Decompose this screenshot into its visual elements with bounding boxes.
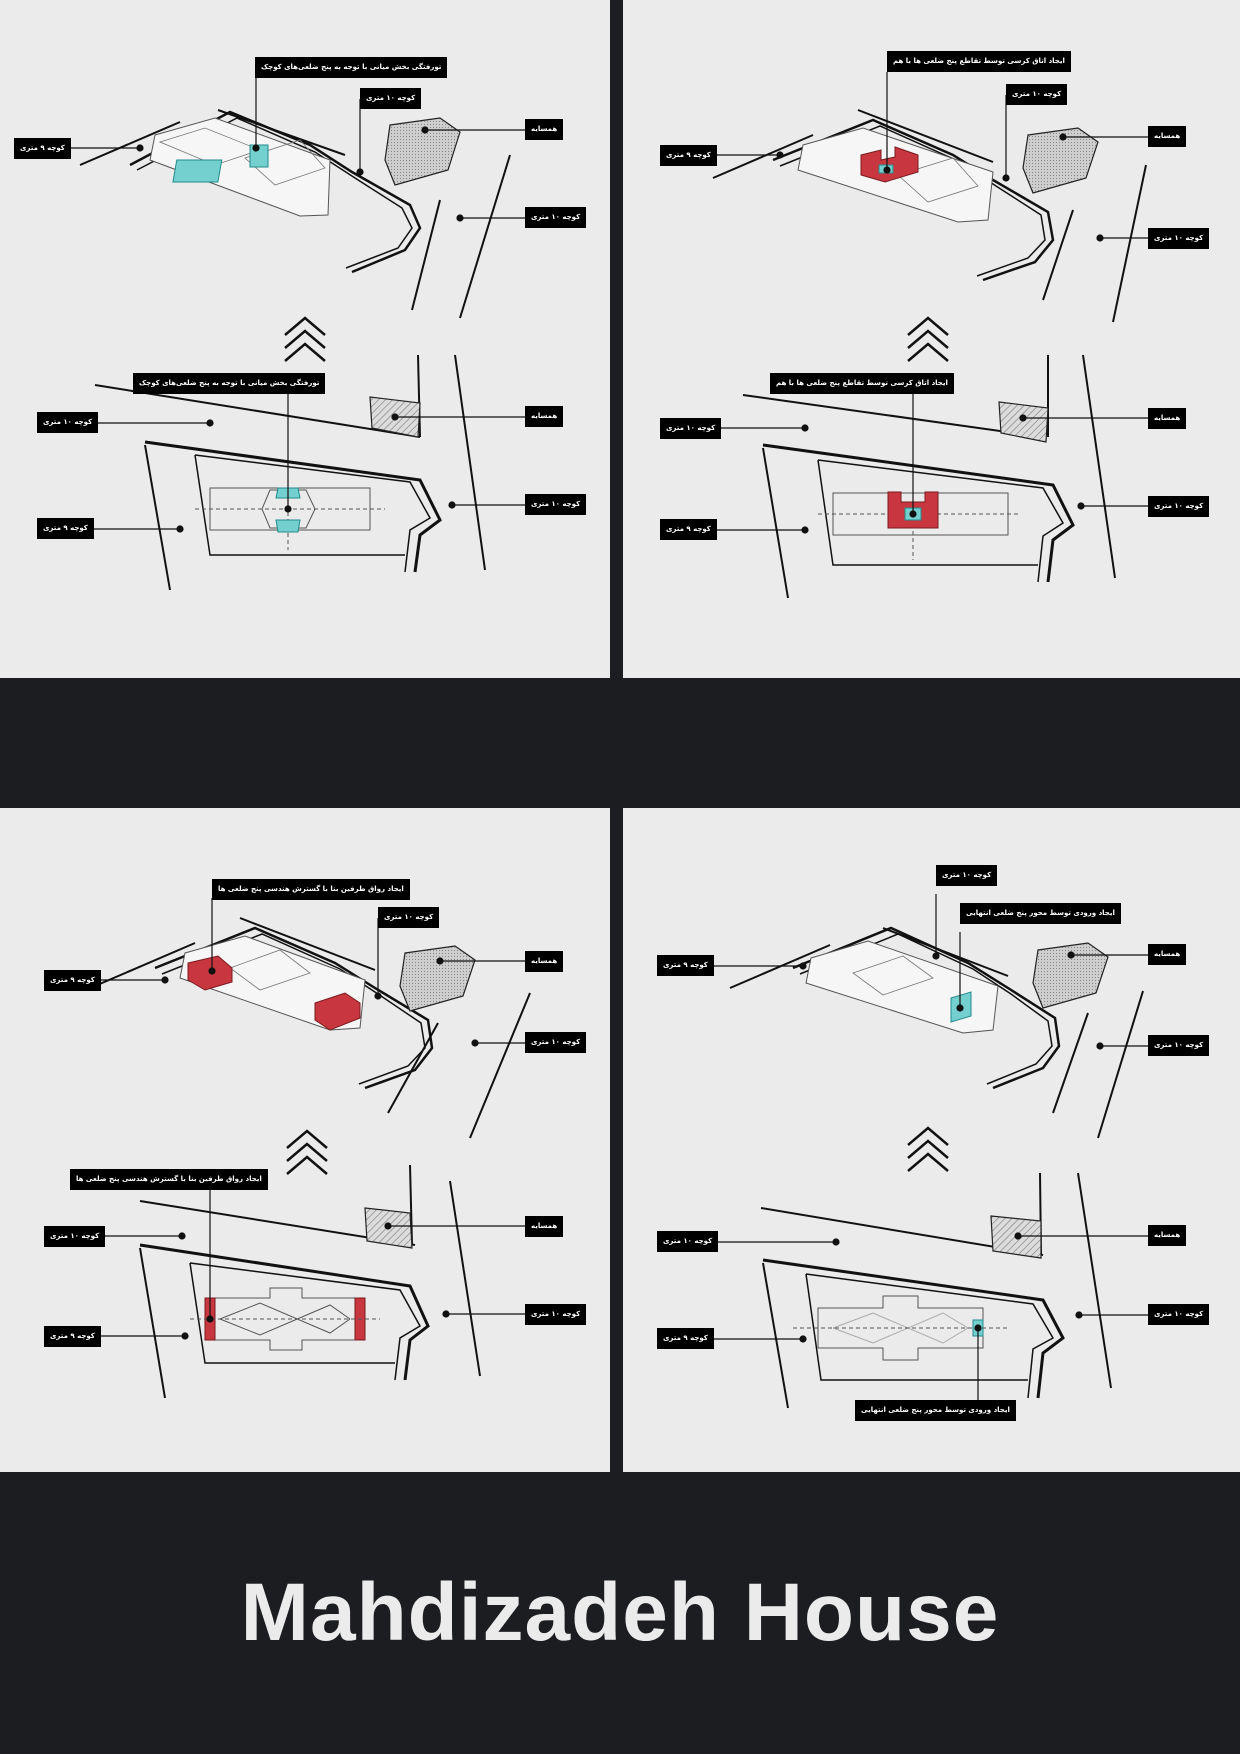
double-chevron-up-icon [907,316,949,362]
street-label: کوچه ۱۰ متری [37,412,99,433]
double-chevron-up-icon [907,1126,949,1172]
neighbor-label: همسایه [525,119,564,140]
street-label: کوچه ۱۰ متری [378,907,440,928]
double-chevron-up-icon [286,1129,328,1175]
neighbor-label: همسایه [525,951,564,972]
diagram-drawing [92,898,531,1399]
street-label: کوچه ۱۰ متری [525,1304,587,1325]
leader-lines [92,1190,525,1340]
callout-label: تورفتگی بخش میانی با توجه به پنج ضلعی‌ها… [255,57,448,78]
diagram-drawing [708,894,1148,1409]
leader-lines [713,393,1148,534]
leader-lines [95,898,525,1047]
highlight-cyan-volume [172,159,223,183]
isometric-site-view [94,917,531,1139]
highlight-red-volume [314,992,361,1031]
street-label: کوچه ۱۰ متری [360,88,422,109]
callout-label: ایجاد رواق طرفین بنا با گسترش هندسی پنج … [212,879,410,900]
leader-lines [693,72,1148,242]
isometric-site-view [729,926,1144,1139]
street-label: کوچه ۹ متری [657,955,714,976]
diagram-panel-2: ایجاد اتاق کرسی توسط تقاطع پنج ضلعی ها ب… [623,0,1240,678]
street-label: کوچه ۱۰ متری [660,418,722,439]
street-label: کوچه ۱۰ متری [525,1032,587,1053]
neighbor-label: همسایه [525,406,564,427]
callout-label: ایجاد رواق طرفین بنا با گسترش هندسی پنج … [70,1169,268,1190]
street-label: کوچه ۹ متری [660,519,717,540]
street-label: کوچه ۱۰ متری [1148,496,1210,517]
callout-label: ایجاد ورودی توسط محور پنج ضلعی انتهایی [855,1400,1016,1421]
street-label: کوچه ۱۰ متری [1148,1035,1210,1056]
street-label: کوچه ۱۰ متری [657,1231,719,1252]
page-title: Mahdizadeh House [240,1567,1000,1658]
street-label: کوچه ۱۰ متری [1148,228,1210,249]
leader-lines [65,68,525,222]
callout-label: ایجاد اتاق کرسی توسط تقاطع پنج ضلعی ها ب… [887,51,1071,72]
neighbor-label: همسایه [1148,944,1187,965]
street-label: کوچه ۹ متری [44,970,101,991]
diagram-drawing [65,68,525,591]
street-label: کوچه ۹ متری [660,145,717,166]
street-label: کوچه ۱۰ متری [936,865,998,886]
street-label: کوچه ۱۰ متری [1006,84,1068,105]
street-label: کوچه ۹ متری [657,1328,714,1349]
street-label: کوچه ۹ متری [44,1326,101,1347]
street-label: کوچه ۱۰ متری [525,207,587,228]
street-label: کوچه ۹ متری [14,138,71,159]
leader-lines [713,1232,1148,1404]
leader-lines [708,894,1148,1050]
callout-label: تورفتگی بخش میانی با توجه به پنج ضلعی‌ها… [133,373,326,394]
diagram-panel-3: ایجاد رواق طرفین بنا با گسترش هندسی پنج … [0,808,610,1472]
street-label: کوچه ۱۰ متری [525,494,587,515]
street-label: کوچه ۱۰ متری [44,1226,106,1247]
diagram-panel-4: کوچه ۱۰ متری ایجاد ورودی توسط محور پنج ض… [623,808,1240,1472]
neighbor-label: همسایه [1148,126,1187,147]
plan-site-view [139,1164,481,1399]
neighbor-label: همسایه [525,1216,564,1237]
diagram-panel-1: تورفتگی بخش میانی با توجه به پنج ضلعی‌ها… [0,0,610,678]
leader-lines [88,393,525,533]
double-chevron-up-icon [284,316,326,362]
callout-label: ایجاد ورودی توسط محور پنج ضلعی انتهایی [960,903,1121,924]
street-label: کوچه ۱۰ متری [1148,1304,1210,1325]
isometric-site-view [712,109,1147,323]
diagram-drawing [693,72,1148,599]
street-label: کوچه ۹ متری [37,518,94,539]
plan-site-view [760,1172,1112,1409]
callout-label: ایجاد اتاق کرسی توسط تقاطع پنج ضلعی ها ب… [770,373,954,394]
neighbor-label: همسایه [1148,1225,1187,1246]
neighbor-label: همسایه [1148,408,1187,429]
isometric-site-view [79,109,511,319]
